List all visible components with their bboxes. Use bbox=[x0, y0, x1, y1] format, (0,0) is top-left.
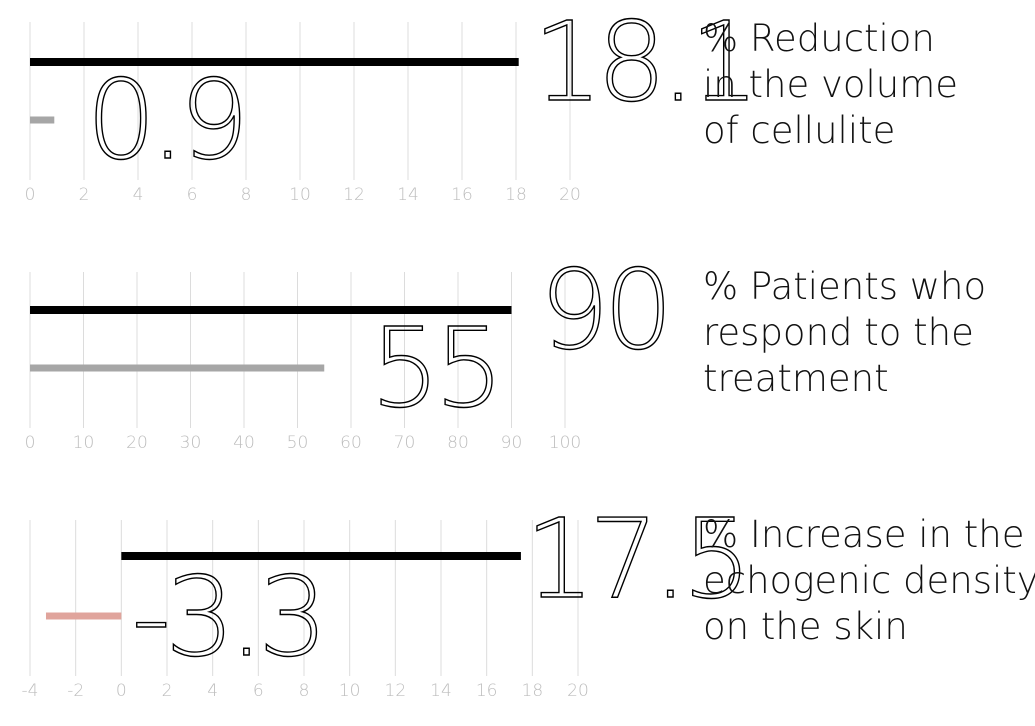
chart-1-tick-label: 2 bbox=[79, 185, 90, 205]
chart-1-description-line-3: of cellulite bbox=[703, 109, 896, 152]
chart-2-tick-label: 100 bbox=[549, 433, 581, 453]
chart-3-tick-label: 10 bbox=[339, 681, 361, 701]
chart-3-tick-label: 20 bbox=[567, 681, 589, 701]
chart-1-tick-label: 10 bbox=[289, 185, 311, 205]
chart-3-tick-label: 16 bbox=[476, 681, 498, 701]
chart-2-tick-label: 10 bbox=[73, 433, 95, 453]
chart-3-tick-label: 2 bbox=[162, 681, 173, 701]
chart-3-description-line-3: on the skin bbox=[703, 605, 908, 648]
chart-1-bar-primary bbox=[30, 58, 519, 66]
chart-1-tick-label: 8 bbox=[241, 185, 252, 205]
chart-3-description: % Increase in the echogenic density on t… bbox=[703, 512, 1035, 650]
chart-3-value-label-primary: 17.5 bbox=[525, 495, 746, 623]
chart-1-tick-label: 4 bbox=[133, 185, 144, 205]
chart-3-description-line-1: % Increase in the bbox=[703, 513, 1025, 556]
chart-2-bar-primary bbox=[30, 306, 512, 314]
chart-1-description-line-2: in the volume bbox=[703, 63, 959, 106]
chart-2-bar-secondary bbox=[30, 364, 325, 372]
chart-3-description-line-2: echogenic density bbox=[703, 559, 1035, 602]
chart-2-tick-label: 20 bbox=[126, 433, 148, 453]
chart-1-tick-label: 12 bbox=[343, 185, 365, 205]
chart-3-tick-label: -2 bbox=[67, 681, 84, 701]
chart-3-tick-label: 14 bbox=[430, 681, 452, 701]
chart-3-tick-label: 8 bbox=[299, 681, 310, 701]
chart-3-tick-label: 18 bbox=[522, 681, 544, 701]
chart-3-tick-label: 0 bbox=[116, 681, 127, 701]
chart-3-bar-secondary bbox=[45, 612, 122, 620]
chart-3-tick-label: -4 bbox=[22, 681, 39, 701]
chart-1-value-label-secondary: 0.9 bbox=[86, 56, 243, 184]
chart-1-tick-label: 0 bbox=[25, 185, 36, 205]
chart-2-description-line-3: treatment bbox=[703, 357, 889, 400]
chart-1-tick-label: 6 bbox=[187, 185, 198, 205]
chart-3-value-label-secondary: -3.3 bbox=[131, 553, 322, 681]
chart-1-description-line-1: % Reduction bbox=[703, 17, 935, 60]
chart-3-tick-label: 6 bbox=[253, 681, 264, 701]
chart-2-value-label-primary: 90 bbox=[540, 246, 668, 374]
chart-2-value-label-secondary: 55 bbox=[370, 304, 498, 432]
chart-2-tick-label: 40 bbox=[233, 433, 255, 453]
chart-3-bar-primary bbox=[121, 552, 521, 560]
chart-2-description-line-1: % Patients who bbox=[703, 265, 987, 308]
chart-2-tick-label: 50 bbox=[287, 433, 309, 453]
chart-3-tick-label: 4 bbox=[207, 681, 218, 701]
chart-2-description-line-2: respond to the bbox=[703, 311, 974, 354]
chart-1-tick-label: 14 bbox=[397, 185, 419, 205]
chart-2-tick-label: 60 bbox=[340, 433, 362, 453]
chart-2-description: % Patients who respond to the treatment bbox=[703, 264, 986, 402]
chart-1-description: % Reduction in the volume of cellulite bbox=[703, 16, 958, 154]
chart-2-tick-label: 0 bbox=[25, 433, 36, 453]
chart-1-tick-label: 16 bbox=[451, 185, 473, 205]
chart-2-tick-label: 70 bbox=[394, 433, 416, 453]
chart-2-tick-label: 30 bbox=[180, 433, 202, 453]
chart-2-tick-label: 80 bbox=[447, 433, 469, 453]
chart-3-tick-label: 12 bbox=[385, 681, 407, 701]
chart-1-tick-label: 18 bbox=[505, 185, 527, 205]
chart-2-tick-label: 90 bbox=[501, 433, 523, 453]
chart-1-tick-label: 20 bbox=[559, 185, 581, 205]
chart-1-value-label-primary: 18.1 bbox=[533, 0, 754, 126]
chart-1-bar-secondary bbox=[30, 116, 55, 124]
